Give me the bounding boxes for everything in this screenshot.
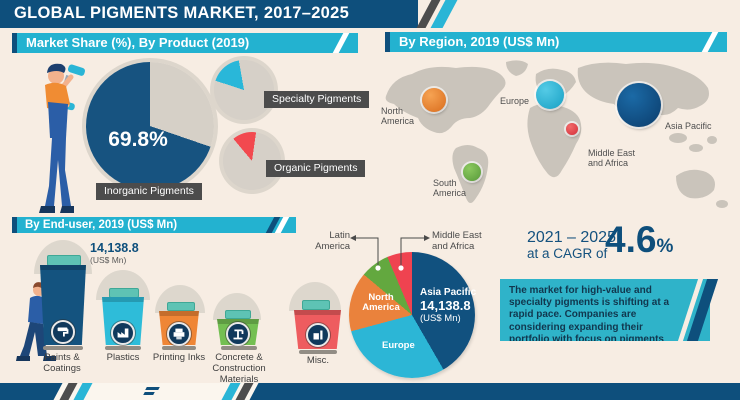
crane-icon <box>226 322 250 346</box>
cagr-percent-sign: % <box>656 236 674 257</box>
enduser-label-printing-inks: Printing Inks <box>152 352 206 363</box>
highlight-box: The market for high-value and specialty … <box>500 279 710 341</box>
paints-coatings-value: 14,138.8 <box>90 241 139 255</box>
factory-icon <box>111 321 135 345</box>
region-pie-value-asia-pacific: 14,138.8 <box>420 298 471 313</box>
enduser-label-plastics: Plastics <box>106 352 140 363</box>
region-bubble-north-america <box>422 88 446 112</box>
section-banner-enduser-label: By End-user, 2019 (US$ Mn) <box>25 219 178 231</box>
enduser-label-concrete: Concrete & Construction Materials <box>212 352 266 385</box>
page-title: GLOBAL PIGMENTS MARKET, 2017–2025 <box>14 4 350 22</box>
map-label-south-america: South America <box>433 178 467 199</box>
bucket-lid <box>47 255 81 266</box>
organic-pigments-label: Organic Pigments <box>266 160 366 177</box>
bucket-base <box>105 346 141 350</box>
region-pie-label-asia-pacific: Asia Pacific <box>420 287 477 298</box>
cagr-number: 4.6 <box>605 219 657 260</box>
paint-roller-icon <box>51 320 75 344</box>
region-pie-label-north-america: North America <box>362 292 400 314</box>
inorganic-pigments-label: Inorganic Pigments <box>96 183 202 200</box>
inorganic-share-value: 69.8% <box>108 128 168 151</box>
paint-can-icon <box>306 323 330 347</box>
map-label-asia-pacific: Asia Pacific <box>665 121 712 131</box>
cagr-period: 2021 – 2025 <box>527 229 616 246</box>
bucket-lid <box>167 302 195 311</box>
region-bubble-asia-pacific <box>617 83 661 127</box>
section-banner-region: By Region, 2019 (US$ Mn) <box>385 32 727 52</box>
bucket-lid <box>302 300 330 310</box>
specialty-pigments-label: Specialty Pigments <box>264 91 370 108</box>
enduser-label-misc: Misc. <box>306 355 330 366</box>
footer-logo-icon <box>145 387 160 390</box>
highlight-text: The market for high-value and specialty … <box>509 285 670 341</box>
bucket-lid <box>225 310 251 319</box>
painter-illustration <box>12 58 104 223</box>
header-bar <box>0 0 418 28</box>
region-pie-label-middle-east-africa: Middle East and Africa <box>432 230 482 252</box>
section-banner-enduser: By End-user, 2019 (US$ Mn) <box>12 217 296 233</box>
organic-pigments-pie <box>223 132 281 190</box>
region-pie-unit-asia-pacific: (US$ Mn) <box>420 313 461 324</box>
bucket-base <box>221 346 257 350</box>
banner-slash-icon <box>331 33 351 53</box>
region-bubble-middle-east-africa <box>566 123 578 135</box>
printer-icon <box>167 322 191 346</box>
product-share-pie <box>86 62 214 190</box>
bucket-base <box>162 346 196 350</box>
banner-slash-icon <box>700 32 720 52</box>
region-pie-label-europe: Europe <box>382 340 415 351</box>
map-label-europe: Europe <box>500 96 530 106</box>
map-label-middle-east-africa: Middle East and Africa <box>588 148 636 169</box>
section-banner-region-label: By Region, 2019 (US$ Mn) <box>399 34 560 49</box>
enduser-label-paints-coatings: Paints & Coatings <box>43 352 81 374</box>
cagr-value: 4.6% <box>605 221 673 258</box>
pie-callout-lines <box>340 230 500 281</box>
footer-logo-icon <box>143 392 155 395</box>
region-bubble-south-america <box>463 163 481 181</box>
paints-coatings-unit: (US$ Mn) <box>90 255 127 265</box>
region-bubble-europe <box>536 81 564 109</box>
section-banner-product-label: Market Share (%), By Product (2019) <box>26 35 250 50</box>
bucket-base <box>299 350 337 354</box>
cagr-lead-text: at a CAGR of <box>527 246 608 261</box>
map-label-north-america: North America <box>381 106 415 127</box>
region-pie <box>349 252 475 378</box>
bucket-base <box>43 346 83 350</box>
bucket-lid <box>109 288 139 298</box>
specialty-pigments-pie <box>214 60 274 120</box>
section-banner-product: Market Share (%), By Product (2019) <box>12 33 358 53</box>
region-pie-label-latin-america: Latin America <box>315 230 350 252</box>
